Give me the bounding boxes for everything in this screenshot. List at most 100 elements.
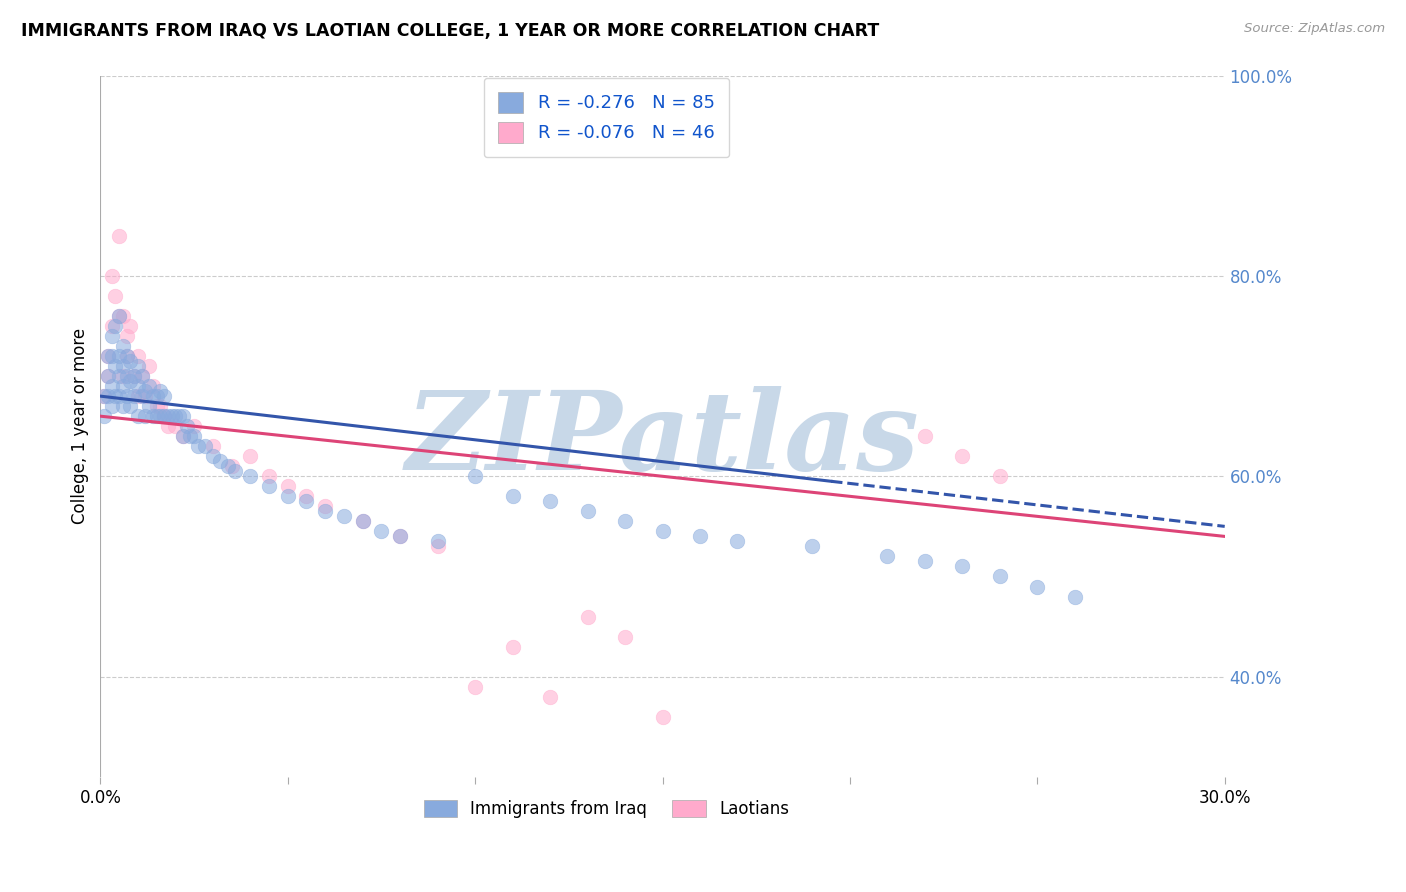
Point: [165, 409, 187, 424]
Text: IMMIGRANTS FROM IRAQ VS LAOTIAN COLLEGE, 1 YEAR OR MORE CORRELATION CHART: IMMIGRANTS FROM IRAQ VS LAOTIAN COLLEGE,…: [21, 22, 879, 40]
Point: [1063, 590, 1085, 604]
Point: [314, 500, 336, 514]
Point: [576, 504, 599, 518]
Point: [352, 515, 374, 529]
Point: [115, 349, 138, 363]
Point: [97, 349, 120, 363]
Point: [149, 399, 172, 413]
Point: [165, 419, 187, 434]
Point: [209, 454, 232, 468]
Point: [502, 640, 524, 654]
Point: [142, 389, 165, 403]
Point: [115, 349, 138, 363]
Point: [651, 710, 673, 724]
Point: [100, 379, 122, 393]
Point: [97, 369, 120, 384]
Point: [145, 389, 167, 403]
Point: [426, 534, 449, 549]
Point: [295, 489, 318, 503]
Point: [100, 318, 122, 333]
Point: [134, 384, 156, 398]
Point: [224, 464, 246, 478]
Y-axis label: College, 1 year or more: College, 1 year or more: [72, 328, 89, 524]
Point: [108, 389, 131, 403]
Point: [104, 289, 127, 303]
Text: ZIPatlas: ZIPatlas: [405, 386, 920, 494]
Point: [314, 504, 336, 518]
Point: [914, 554, 936, 568]
Point: [127, 379, 149, 393]
Point: [538, 494, 561, 508]
Point: [183, 419, 205, 434]
Point: [120, 354, 142, 368]
Point: [176, 419, 198, 434]
Point: [131, 369, 153, 384]
Legend: Immigrants from Iraq, Laotians: Immigrants from Iraq, Laotians: [418, 793, 796, 824]
Point: [131, 389, 153, 403]
Point: [120, 318, 142, 333]
Point: [257, 479, 280, 493]
Point: [97, 349, 120, 363]
Point: [370, 524, 392, 539]
Point: [876, 549, 898, 564]
Point: [727, 534, 749, 549]
Point: [127, 389, 149, 403]
Point: [131, 369, 153, 384]
Point: [108, 349, 131, 363]
Point: [502, 489, 524, 503]
Point: [221, 459, 243, 474]
Point: [127, 349, 149, 363]
Point: [111, 399, 134, 413]
Point: [914, 429, 936, 443]
Point: [111, 369, 134, 384]
Point: [134, 409, 156, 424]
Point: [149, 384, 172, 398]
Point: [134, 389, 156, 403]
Point: [201, 439, 224, 453]
Point: [352, 515, 374, 529]
Point: [538, 690, 561, 704]
Point: [179, 429, 201, 443]
Point: [576, 609, 599, 624]
Point: [122, 369, 145, 384]
Point: [614, 515, 637, 529]
Point: [239, 469, 262, 483]
Point: [138, 359, 160, 373]
Point: [239, 449, 262, 463]
Point: [389, 529, 412, 543]
Point: [988, 569, 1011, 583]
Point: [108, 309, 131, 323]
Point: [100, 329, 122, 343]
Point: [111, 359, 134, 373]
Point: [153, 389, 176, 403]
Point: [120, 399, 142, 413]
Point: [950, 559, 973, 574]
Point: [115, 389, 138, 403]
Point: [115, 369, 138, 384]
Point: [93, 409, 115, 424]
Point: [217, 459, 239, 474]
Point: [167, 409, 190, 424]
Point: [100, 349, 122, 363]
Point: [142, 409, 165, 424]
Point: [172, 429, 194, 443]
Point: [156, 409, 179, 424]
Point: [614, 630, 637, 644]
Text: Source: ZipAtlas.com: Source: ZipAtlas.com: [1244, 22, 1385, 36]
Point: [172, 409, 194, 424]
Point: [93, 389, 115, 403]
Point: [127, 359, 149, 373]
Point: [201, 449, 224, 463]
Point: [153, 409, 176, 424]
Point: [156, 419, 179, 434]
Point: [100, 268, 122, 283]
Point: [295, 494, 318, 508]
Point: [104, 389, 127, 403]
Point: [127, 409, 149, 424]
Point: [277, 489, 299, 503]
Point: [389, 529, 412, 543]
Point: [100, 399, 122, 413]
Point: [111, 379, 134, 393]
Point: [149, 409, 172, 424]
Point: [142, 379, 165, 393]
